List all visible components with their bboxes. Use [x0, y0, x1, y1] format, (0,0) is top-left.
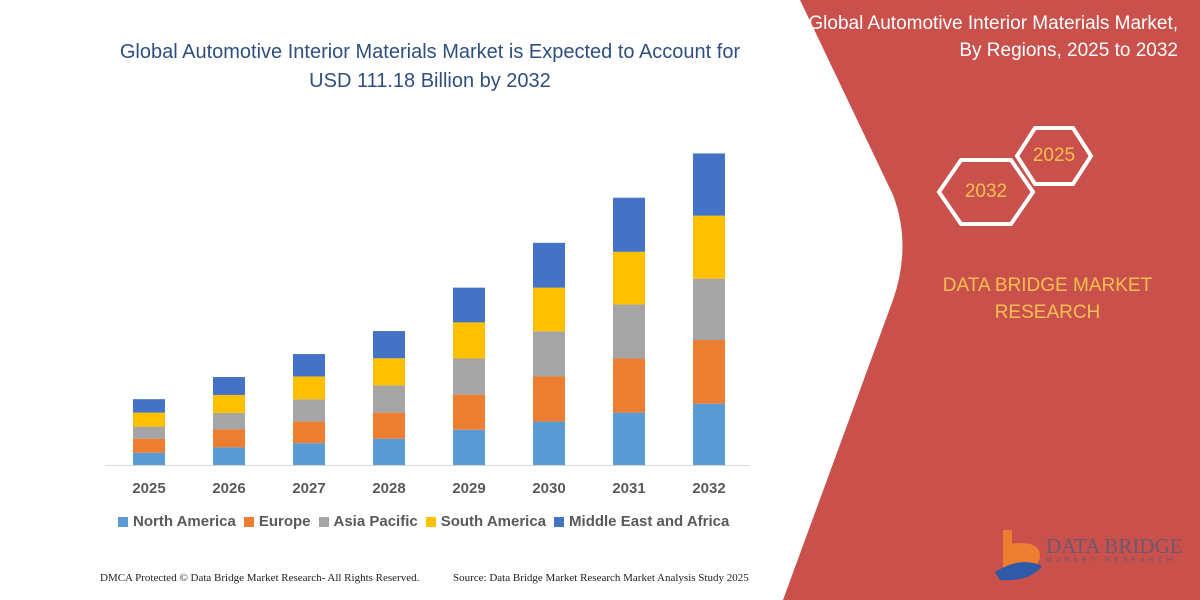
legend-item: Europe [243, 513, 311, 530]
bar-segment-2025-south-america [133, 412, 165, 427]
legend-swatch [554, 516, 565, 527]
bar-segment-2027-middle-east-and-africa [293, 354, 325, 377]
bar-segment-2030-north-america [533, 421, 565, 465]
bar-segment-2028-north-america [373, 438, 405, 465]
x-tick-label: 2026 [212, 480, 246, 497]
bar-segment-2029-north-america [453, 429, 485, 465]
bar-segment-2032-asia-pacific [693, 278, 725, 341]
bar-segment-2027-north-america [293, 443, 325, 465]
x-tick-label: 2027 [292, 480, 326, 497]
panel-title: Global Automotive Interior Materials Mar… [808, 13, 1178, 61]
bar-segment-2030-middle-east-and-africa [533, 242, 565, 288]
bar-segment-2027-south-america [293, 376, 325, 400]
legend-label: Asia Pacific [333, 513, 418, 530]
bar-segment-2025-europe [133, 438, 165, 453]
bar-segment-2028-asia-pacific [373, 385, 405, 413]
bar-segment-2031-europe [613, 358, 645, 413]
bar-segment-2026-europe [213, 429, 245, 448]
bar-segment-2029-asia-pacific [453, 358, 485, 395]
bar-segment-2027-europe [293, 421, 325, 444]
logo-icon [995, 530, 1042, 581]
logo-text: DATA BRIDGE [1046, 534, 1183, 558]
x-tick-label: 2030 [532, 480, 566, 497]
bar-segment-2026-middle-east-and-africa [213, 377, 245, 395]
bar-segment-2030-south-america [533, 287, 565, 332]
legend-label: Europe [258, 513, 311, 530]
bar-segment-2032-south-america [693, 215, 725, 279]
legend-swatch [243, 516, 254, 527]
x-tick-label: 2029 [452, 480, 486, 497]
bar-segment-2027-asia-pacific [293, 399, 325, 422]
hexagon-2025 [1014, 126, 1094, 186]
x-tick-label: 2028 [372, 480, 406, 497]
bar-segment-2030-asia-pacific [533, 331, 565, 377]
bar-segment-2028-south-america [373, 358, 405, 386]
legend-item: Middle East and Africa [554, 513, 729, 530]
bar-segment-2031-north-america [613, 412, 645, 465]
bar-segment-2028-europe [373, 412, 405, 439]
footer-source: Source: Data Bridge Market Research Mark… [453, 572, 749, 584]
bar-segment-2026-south-america [213, 394, 245, 413]
legend-label: South America [440, 513, 547, 530]
x-tick-label: 2025 [132, 480, 166, 497]
bar-segment-2029-europe [453, 394, 485, 430]
bar-segment-2032-middle-east-and-africa [693, 153, 725, 216]
hex-label-end: 2032 [964, 181, 1008, 202]
bars [133, 153, 725, 465]
legend-label: North America [133, 513, 236, 530]
bar-segment-2025-middle-east-and-africa [133, 399, 165, 413]
bar-segment-2026-asia-pacific [213, 412, 245, 430]
legend-swatch [425, 516, 436, 527]
x-tick-label: 2032 [692, 480, 726, 497]
bar-segment-2025-north-america [133, 452, 165, 465]
bar-segment-2031-asia-pacific [613, 304, 645, 359]
hexagon-2032 [936, 158, 1036, 226]
red-panel [783, 0, 1200, 600]
legend-item: Asia Pacific [318, 513, 418, 530]
legend-swatch [118, 516, 128, 527]
legend-label: Middle East and Africa [569, 513, 730, 530]
brand-text: DATA BRIDGE MARKET RESEARCH [942, 275, 1153, 323]
bar-segment-2025-asia-pacific [133, 426, 165, 439]
hex-label-start: 2025 [1032, 145, 1076, 166]
bar-segment-2032-europe [693, 340, 725, 404]
chart-title: Global Automotive Interior Materials Mar… [119, 41, 741, 92]
bar-segment-2031-south-america [613, 251, 645, 305]
legend: North America Europe Asia Pacific South Ame… [118, 513, 729, 530]
bar-segment-2032-north-america [693, 403, 725, 465]
x-tick-label: 2031 [612, 480, 646, 497]
legend-swatch [318, 516, 329, 527]
logo-subtext: MARKET RESEARCH [1046, 557, 1176, 564]
bar-segment-2026-north-america [213, 447, 245, 465]
bar-segment-2029-south-america [453, 322, 485, 359]
bar-segment-2031-middle-east-and-africa [613, 197, 645, 252]
legend-item: South America [425, 513, 547, 530]
footer-copyright: DMCA Protected © Data Bridge Market Rese… [100, 572, 420, 584]
bar-segment-2030-europe [533, 376, 565, 422]
legend-item: North America [118, 513, 236, 530]
bar-segment-2029-middle-east-and-africa [453, 287, 485, 323]
bar-segment-2028-middle-east-and-africa [373, 331, 405, 359]
